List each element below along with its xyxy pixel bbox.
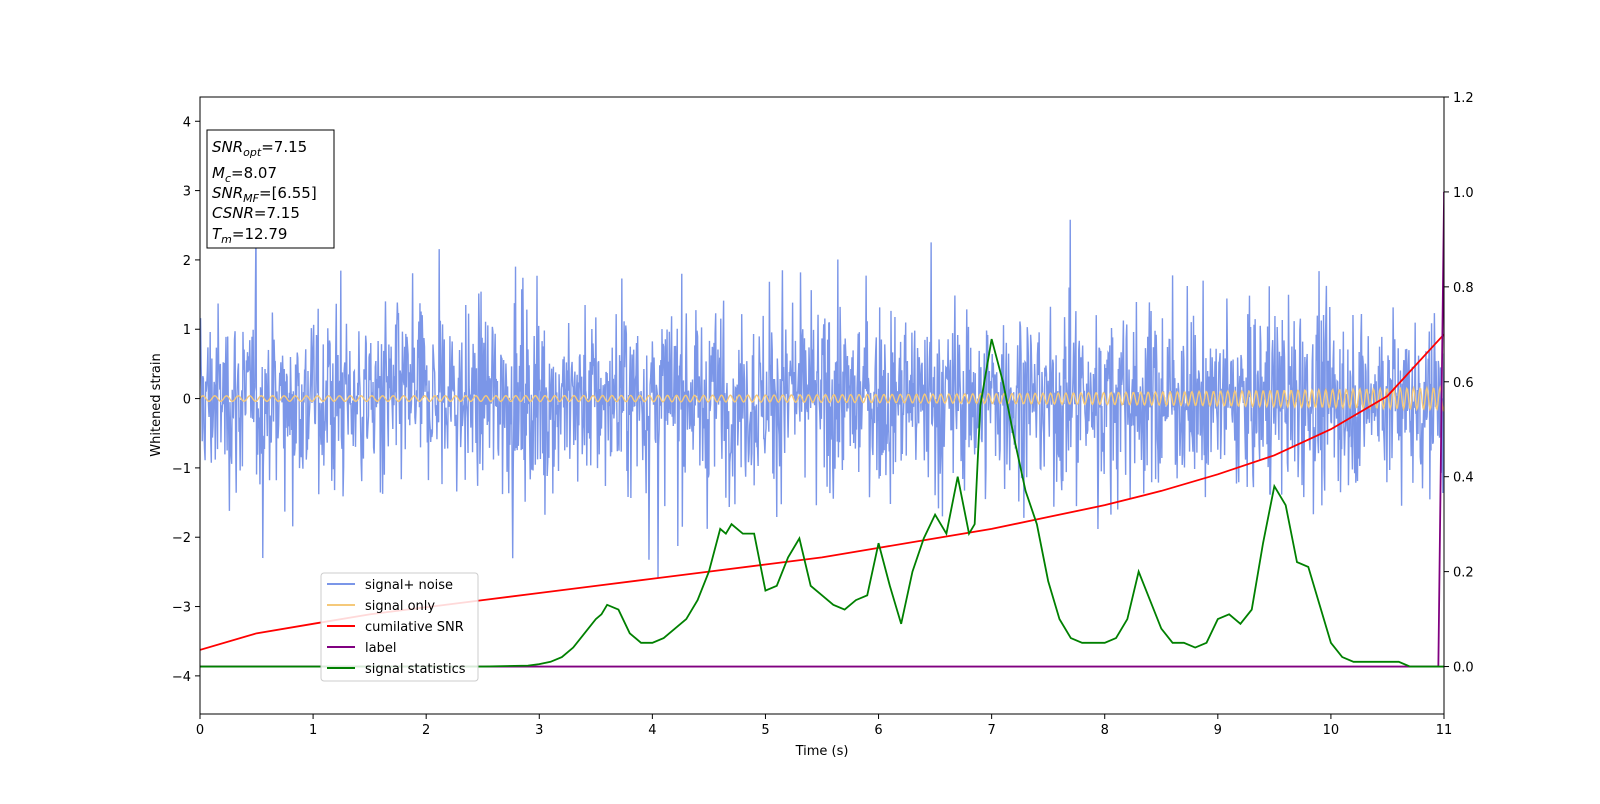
x-tick-label: 7 — [987, 723, 995, 738]
legend-frame — [320, 572, 479, 682]
x-tick-label: 5 — [761, 723, 769, 738]
legend: signal+ noise signal only cumilative SNR… — [320, 572, 479, 682]
y-left-tick-label: 2 — [183, 254, 191, 269]
legend-label-cumulative-snr: cumilative SNR — [365, 620, 464, 635]
y-right-tick-label: 1.0 — [1453, 186, 1474, 201]
x-tick-label: 8 — [1101, 723, 1109, 738]
legend-label-signal-noise: signal+ noise — [365, 578, 453, 593]
x-axis-label: Time (s) — [795, 744, 849, 759]
y-right-tick-label: 0.6 — [1453, 376, 1474, 391]
y-right-tick-label: 0.2 — [1453, 566, 1474, 581]
x-tick-label: 1 — [309, 723, 317, 738]
x-tick-label: 3 — [535, 723, 543, 738]
annotation-tm: Tm=12.79 — [212, 225, 287, 246]
y-axis-right-ticks: 0.0 0.2 0.4 0.6 0.8 1.0 1.2 — [1444, 91, 1474, 676]
annotation-csnr: CSNR=7.15 — [212, 204, 300, 222]
series-layer-signal-only — [200, 384, 1444, 413]
legend-label-signal-statistics: signal statistics — [365, 662, 466, 677]
y-left-tick-label: −2 — [172, 531, 191, 546]
legend-label-signal-only: signal only — [365, 599, 435, 614]
x-axis-ticks: 0 1 2 3 4 5 6 7 8 9 10 11 — [196, 714, 1452, 738]
series-signal-only-line — [200, 384, 1444, 413]
annotation-chirp-mass: Mc=8.07 — [212, 164, 277, 185]
y-axis-left-ticks: −4 −3 −2 −1 0 1 2 3 4 — [172, 115, 200, 685]
x-tick-label: 4 — [648, 723, 656, 738]
x-tick-label: 9 — [1214, 723, 1222, 738]
x-tick-label: 10 — [1323, 723, 1340, 738]
annotation-snr-opt: SNRopt=7.15 — [212, 138, 307, 159]
series-label-line — [200, 191, 1444, 668]
y-left-tick-label: −3 — [172, 601, 191, 616]
y-left-tick-label: −4 — [172, 670, 191, 685]
y-axis-left-label: Whitened strain — [149, 353, 164, 456]
annotation-box-frame — [206, 129, 335, 249]
plot-frame — [199, 96, 1445, 715]
y-left-tick-label: −1 — [172, 462, 191, 477]
y-right-tick-label: 0.8 — [1453, 281, 1474, 296]
annotation-snr-mf: SNRMF=[6.55] — [212, 184, 317, 205]
y-right-tick-label: 1.2 — [1453, 91, 1474, 106]
y-right-tick-label: 0.4 — [1453, 471, 1474, 486]
y-left-tick-label: 0 — [183, 393, 191, 408]
legend-label-label: label — [365, 641, 396, 656]
x-tick-label: 0 — [196, 723, 204, 738]
x-tick-label: 11 — [1436, 723, 1453, 738]
x-tick-label: 6 — [874, 723, 882, 738]
annotation-box: SNRopt=7.15 Mc=8.07 SNRMF=[6.55] CSNR=7.… — [206, 129, 335, 249]
series-signal-statistics-line — [200, 338, 1444, 668]
y-left-tick-label: 4 — [183, 115, 191, 130]
y-left-tick-label: 1 — [183, 323, 191, 338]
series-signal-noise-line — [200, 219, 1444, 579]
series-layer-signal-noise — [200, 219, 1444, 579]
x-tick-label: 2 — [422, 723, 430, 738]
y-right-tick-label: 0.0 — [1453, 661, 1474, 676]
y-left-tick-label: 3 — [183, 185, 191, 200]
